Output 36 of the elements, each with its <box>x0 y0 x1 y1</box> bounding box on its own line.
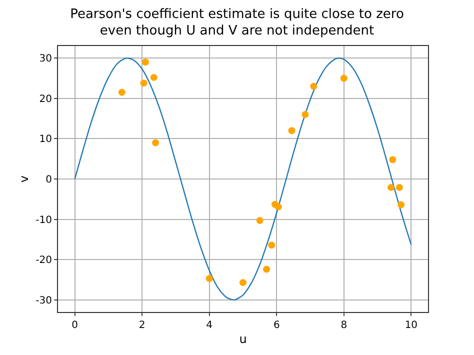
point <box>388 184 394 191</box>
y-tick-label: -20 <box>36 255 52 266</box>
point <box>310 82 318 90</box>
point <box>142 58 149 66</box>
y-tick-label: 10 <box>39 134 52 146</box>
point <box>340 74 348 82</box>
x-tick-label: 10 <box>404 320 418 331</box>
x-tick-label: 8 <box>340 320 348 331</box>
y-tick-label: 0 <box>46 174 52 186</box>
x-tick-label: 4 <box>206 320 213 331</box>
x-tick-label: 6 <box>273 320 280 331</box>
point <box>118 88 126 96</box>
y-tick-label: -30 <box>36 295 52 306</box>
point <box>398 201 405 208</box>
point <box>389 156 396 164</box>
point <box>140 80 148 87</box>
point <box>288 127 296 134</box>
point <box>150 74 158 81</box>
point <box>206 275 213 282</box>
point <box>302 111 309 118</box>
x-axis-title: u <box>239 332 247 346</box>
x-tick-label: 0 <box>72 320 78 331</box>
y-tick-label: 30 <box>39 54 52 65</box>
chart-title: Pearson's coefficient estimate is quite close to zero even though U and V are not independent <box>70 6 404 39</box>
point <box>256 217 264 224</box>
point <box>268 242 276 249</box>
y-tick-label: -10 <box>36 214 52 226</box>
point <box>274 203 282 210</box>
point <box>152 139 160 146</box>
line-series <box>74 57 412 301</box>
x-tick-label: 2 <box>138 320 146 331</box>
y-tick-label: 20 <box>39 94 52 105</box>
y-axis-title: v <box>16 175 31 183</box>
point <box>240 279 246 286</box>
point <box>396 184 403 191</box>
point <box>263 266 270 273</box>
